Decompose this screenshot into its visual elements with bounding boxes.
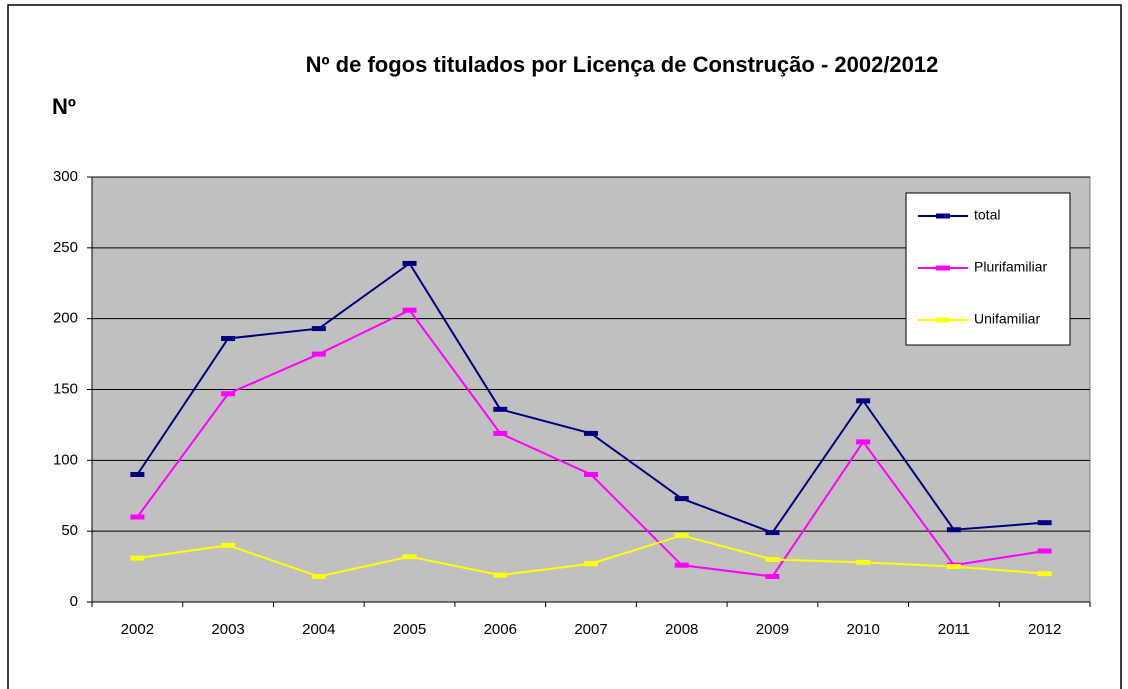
legend-label: Unifamiliar [974, 311, 1040, 327]
point-marker [493, 572, 508, 578]
x-tick-label: 2005 [393, 621, 426, 638]
chart-title: Nº de fogos titulados por Licença de Con… [306, 52, 939, 77]
point-marker [765, 530, 780, 536]
point-marker [1037, 548, 1052, 554]
y-tick-label: 50 [61, 522, 78, 539]
point-marker [674, 496, 689, 502]
y-tick-label: 150 [53, 380, 78, 397]
point-marker [584, 472, 598, 477]
point-marker [311, 351, 326, 357]
x-tick-label: 2004 [302, 621, 335, 638]
point-marker [856, 398, 871, 404]
x-tick-label: 2012 [1028, 621, 1061, 638]
point-marker [856, 559, 871, 565]
legend-marker [936, 213, 950, 219]
point-marker [311, 326, 326, 332]
point-marker [674, 532, 689, 538]
point-marker [946, 527, 961, 533]
x-tick-label: 2008 [665, 621, 698, 638]
point-marker [765, 557, 780, 562]
point-marker [674, 562, 689, 568]
point-marker [1037, 571, 1052, 577]
y-axis-label: Nº [52, 94, 76, 119]
x-tick-label: 2010 [846, 621, 879, 638]
point-marker [130, 514, 145, 520]
point-marker [946, 564, 961, 570]
point-marker [402, 554, 417, 560]
point-marker [311, 574, 326, 579]
x-tick-label: 2002 [121, 621, 154, 638]
x-tick-label: 2011 [938, 621, 970, 638]
point-marker [130, 555, 145, 561]
point-marker [1037, 520, 1052, 526]
point-marker [402, 260, 417, 266]
point-marker [584, 561, 598, 567]
point-marker [765, 574, 780, 579]
y-tick-label: 100 [53, 451, 78, 468]
x-tick-label: 2009 [756, 621, 789, 638]
point-marker [584, 430, 598, 436]
point-marker [493, 406, 508, 412]
legend-label: Plurifamiliar [974, 259, 1047, 275]
y-tick-label: 250 [53, 239, 78, 256]
point-marker [402, 307, 417, 313]
point-marker [130, 472, 145, 477]
legend-marker [936, 317, 950, 323]
y-tick-label: 0 [70, 593, 78, 610]
legend-label: total [974, 207, 1000, 223]
point-marker [856, 439, 871, 445]
point-marker [493, 430, 508, 436]
legend-marker [936, 265, 950, 271]
x-tick-label: 2006 [484, 621, 517, 638]
x-tick-label: 2003 [211, 621, 244, 638]
y-tick-label: 200 [53, 310, 78, 327]
y-tick-label: 300 [53, 168, 78, 185]
point-marker [221, 336, 236, 341]
point-marker [221, 391, 236, 397]
point-marker [221, 542, 236, 548]
x-tick-label: 2007 [574, 621, 607, 638]
